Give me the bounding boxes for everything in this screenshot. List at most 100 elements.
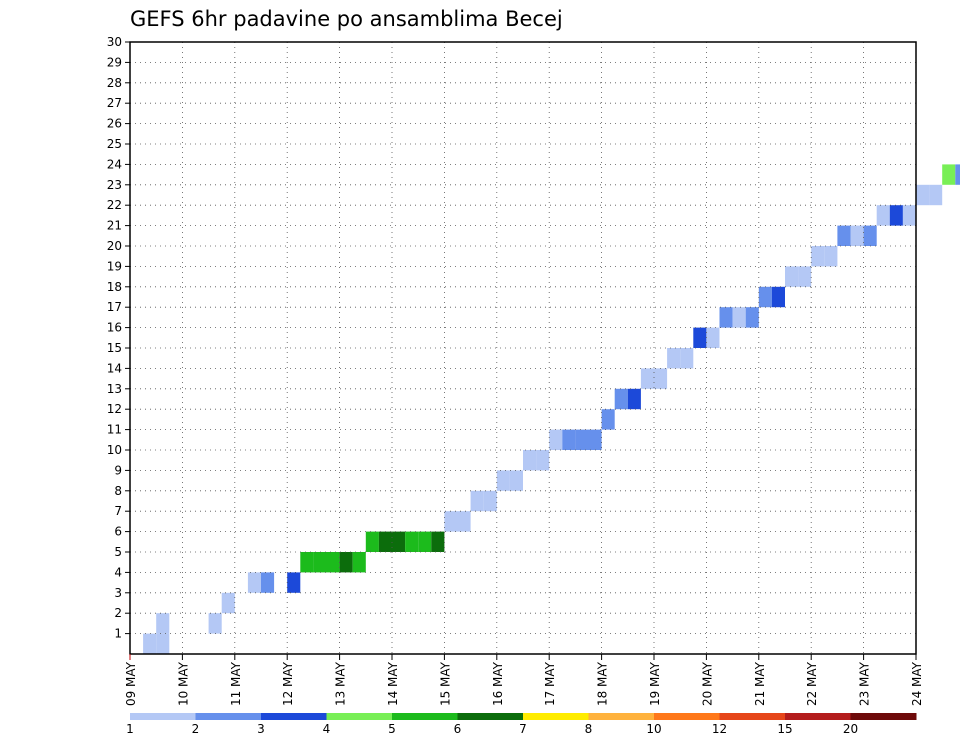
- y-tick-label: 27: [107, 96, 122, 110]
- colorbar-label: 8: [585, 722, 593, 736]
- heatmap-cell: [798, 266, 812, 287]
- heatmap-cell: [509, 470, 523, 491]
- colorbar-swatch: [457, 713, 524, 720]
- heatmap-cell: [247, 572, 261, 593]
- heatmap-cell: [156, 613, 170, 634]
- colorbar-swatch: [785, 713, 851, 720]
- heatmap-cell: [523, 450, 537, 471]
- y-tick-label: 16: [107, 321, 122, 335]
- heatmap-cell: [313, 552, 327, 573]
- y-tick-label: 24: [107, 157, 122, 171]
- heatmap-cell: [719, 307, 733, 328]
- heatmap-cell: [221, 592, 235, 614]
- x-tick-label: 11 MAY: [229, 661, 243, 706]
- colorbar-swatch: [588, 713, 655, 720]
- heatmap-cell: [706, 327, 720, 348]
- heatmap-cell: [444, 511, 458, 532]
- y-tick-label: 18: [107, 280, 122, 294]
- x-tick-label: 16 MAY: [491, 661, 505, 706]
- heatmap-cell: [457, 511, 471, 532]
- heatmap-cell: [483, 490, 497, 512]
- heatmap-cell: [627, 388, 641, 410]
- heatmap-cell: [732, 307, 746, 328]
- x-tick-label: 24 MAY: [910, 661, 924, 706]
- colorbar-label: 7: [519, 722, 527, 736]
- heatmap-cell: [562, 429, 576, 450]
- plot-frame: [129, 41, 917, 655]
- heatmap-cell: [378, 531, 392, 552]
- heatmap-cells: [143, 164, 960, 654]
- y-tick-label: 19: [107, 259, 122, 273]
- y-tick-label: 22: [107, 198, 122, 212]
- y-tick-label: 3: [114, 586, 122, 600]
- heatmap-cell: [916, 184, 930, 206]
- y-tick-label: 13: [107, 382, 122, 396]
- colorbar-swatch: [261, 713, 327, 720]
- heatmap-cell: [889, 205, 903, 226]
- heatmap-cell: [156, 633, 170, 654]
- heatmap-cell: [601, 409, 615, 430]
- x-tick-label: 21 MAY: [753, 661, 767, 706]
- heatmap-cell: [287, 572, 301, 593]
- colorbar-label: 12: [712, 722, 727, 736]
- colorbar-label: 6: [454, 722, 462, 736]
- heatmap-cell: [680, 348, 694, 369]
- heatmap-cell: [850, 225, 864, 246]
- heatmap-cell: [667, 348, 681, 369]
- heatmap-cell: [693, 327, 707, 348]
- colorbar-swatch: [130, 713, 196, 720]
- x-tick-label: 20 MAY: [700, 661, 714, 706]
- y-tick-label: 5: [114, 545, 122, 559]
- heatmap-cell: [745, 307, 759, 328]
- y-tick-label: 8: [114, 484, 122, 498]
- heatmap-cell: [640, 368, 654, 389]
- heatmap-cell: [549, 429, 563, 450]
- x-tick-label: 15 MAY: [438, 661, 452, 706]
- heatmap-cell: [929, 184, 943, 206]
- colorbar-swatch: [326, 713, 393, 720]
- x-tick-label: 23 MAY: [858, 661, 872, 706]
- y-tick-label: 10: [107, 443, 122, 457]
- y-tick-label: 9: [114, 463, 122, 477]
- y-axis: 1234567891011121314151617181920212223242…: [107, 35, 130, 641]
- y-tick-label: 29: [107, 55, 122, 69]
- heatmap-cell: [470, 490, 484, 512]
- heatmap-cell: [811, 246, 825, 267]
- y-tick-label: 11: [107, 423, 122, 437]
- colorbar-label: 1: [126, 722, 134, 736]
- x-axis: 09 MAY 10 MAY 11 MAY 12 MAY 13 MAY 14 MAY 15 M…: [124, 654, 924, 706]
- colorbar-label: 20: [843, 722, 858, 736]
- heatmap-cell: [300, 552, 314, 573]
- heatmap-cell: [431, 531, 445, 552]
- x-tick-label: 13 MAY: [334, 661, 348, 706]
- y-tick-label: 6: [114, 525, 122, 539]
- heatmap-cell: [208, 613, 222, 634]
- heatmap-cell: [392, 531, 406, 552]
- heatmap-cell: [365, 531, 379, 552]
- colorbar-swatch: [392, 713, 458, 720]
- colorbar-label: 4: [323, 722, 331, 736]
- x-tick-label: 12 MAY: [281, 661, 295, 706]
- y-tick-label: 2: [114, 606, 122, 620]
- heatmap-cell: [942, 164, 956, 185]
- heatmap-cell: [876, 205, 890, 226]
- y-tick-label: 14: [107, 361, 122, 375]
- heatmap-cell: [614, 388, 628, 410]
- x-tick-label: 18 MAY: [596, 661, 610, 706]
- heatmap-cell: [143, 633, 157, 654]
- heatmap-cell: [863, 225, 877, 246]
- x-tick-label: 10 MAY: [176, 661, 190, 706]
- x-tick-label: 14 MAY: [386, 661, 400, 706]
- heatmap-cell: [654, 368, 668, 389]
- heatmap-cell: [785, 266, 799, 287]
- y-tick-label: 12: [107, 402, 122, 416]
- x-tick-label: 22 MAY: [805, 661, 819, 706]
- colorbar-label: 15: [777, 722, 792, 736]
- heatmap-cell: [339, 552, 353, 573]
- colorbar-swatch: [195, 713, 262, 720]
- heatmap-cell: [326, 552, 340, 573]
- y-tick-label: 30: [107, 35, 122, 49]
- heatmap-cell: [575, 429, 589, 450]
- heatmap-cell: [588, 429, 602, 450]
